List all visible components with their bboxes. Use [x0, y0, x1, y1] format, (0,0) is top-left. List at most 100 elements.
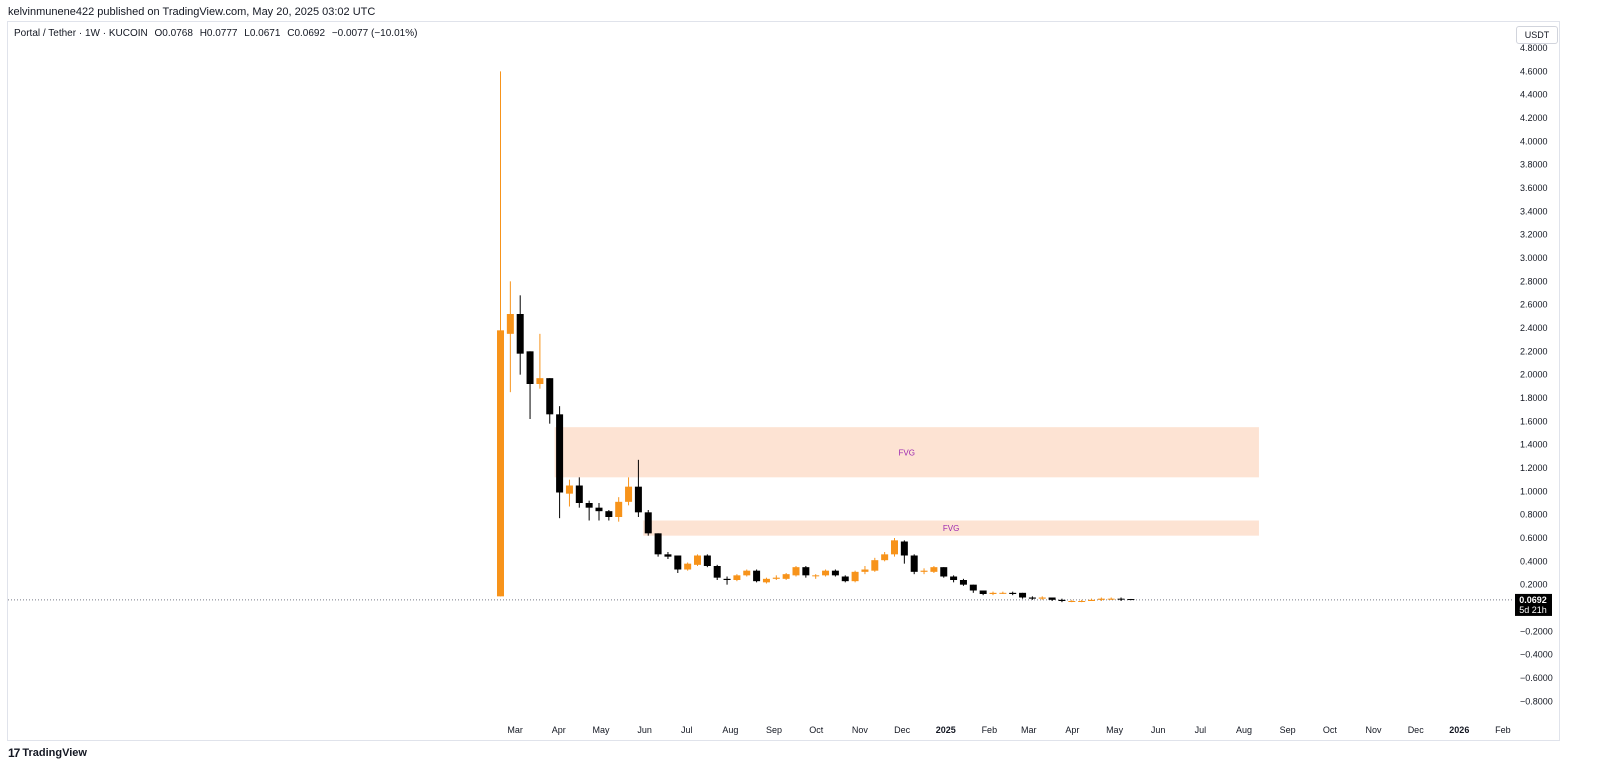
- candle-body[interactable]: [733, 575, 741, 580]
- candle-body[interactable]: [1088, 599, 1095, 601]
- candle-body[interactable]: [812, 575, 820, 577]
- x-tick-label: Aug: [722, 725, 738, 735]
- legend-open: O0.0768: [154, 28, 193, 39]
- candle-body[interactable]: [851, 571, 859, 582]
- y-tick-label: −0.2000: [1520, 626, 1553, 636]
- tradingview-logo-icon: 17: [8, 746, 20, 760]
- y-tick-label: 4.0000: [1520, 136, 1548, 146]
- candle-body[interactable]: [556, 414, 564, 493]
- candle-body[interactable]: [910, 555, 918, 572]
- candle-body[interactable]: [536, 378, 544, 384]
- candle-body[interactable]: [979, 590, 987, 595]
- candle-body[interactable]: [841, 576, 849, 582]
- candle-body[interactable]: [930, 567, 938, 572]
- currency-selector[interactable]: USDT: [1516, 26, 1558, 44]
- y-tick-label: 1.2000: [1520, 463, 1548, 473]
- candle-body[interactable]: [871, 560, 879, 571]
- candle-body[interactable]: [605, 511, 613, 517]
- candle-body[interactable]: [546, 378, 554, 415]
- candle-body[interactable]: [920, 570, 928, 572]
- candle-body[interactable]: [1019, 592, 1027, 598]
- candle-body[interactable]: [1048, 597, 1056, 600]
- candle-body[interactable]: [1097, 598, 1105, 600]
- candle-body[interactable]: [989, 592, 997, 594]
- candle-body[interactable]: [1058, 599, 1066, 601]
- candle-body[interactable]: [1068, 601, 1076, 602]
- candle-body[interactable]: [615, 501, 623, 517]
- candle-body[interactable]: [684, 563, 692, 570]
- x-tick-label: May: [1106, 725, 1124, 735]
- published-line: kelvinmunene422 published on TradingView…: [8, 6, 376, 18]
- candle-body[interactable]: [644, 512, 652, 534]
- candle-body[interactable]: [940, 567, 948, 577]
- y-tick-label: 3.6000: [1520, 183, 1548, 193]
- candle-body[interactable]: [674, 555, 682, 570]
- candle-body[interactable]: [634, 486, 642, 513]
- y-tick-label: 3.0000: [1520, 253, 1548, 263]
- x-tick-label: Jul: [1195, 725, 1207, 735]
- candle-body[interactable]: [772, 577, 780, 579]
- x-tick-label: Feb: [1495, 725, 1511, 735]
- fvg-zone[interactable]: [643, 520, 1259, 536]
- candle-body[interactable]: [822, 570, 830, 576]
- x-tick-label: Apr: [552, 725, 566, 735]
- y-tick-label: 4.8000: [1520, 43, 1548, 53]
- ohlc-legend: Portal / Tether · 1W · KUCOIN O0.0768 H0…: [14, 28, 421, 39]
- candle-body[interactable]: [999, 592, 1007, 594]
- candle-body[interactable]: [585, 503, 593, 508]
- candle-body[interactable]: [1127, 599, 1135, 601]
- candle-body[interactable]: [831, 570, 839, 576]
- fvg-zone[interactable]: [554, 427, 1259, 478]
- candle-body[interactable]: [516, 314, 524, 354]
- candle-body[interactable]: [575, 485, 583, 504]
- candle-body[interactable]: [762, 578, 770, 583]
- x-tick-label: Apr: [1065, 725, 1079, 735]
- candle-body[interactable]: [694, 555, 701, 565]
- legend-symbol[interactable]: Portal / Tether · 1W · KUCOIN: [14, 28, 148, 39]
- candle-body[interactable]: [1028, 597, 1036, 599]
- candle-body[interactable]: [664, 554, 672, 557]
- candle-body[interactable]: [723, 578, 731, 580]
- candle-body[interactable]: [753, 570, 761, 582]
- candle-body[interactable]: [1107, 598, 1115, 600]
- candle-body[interactable]: [1038, 597, 1046, 599]
- candle-body[interactable]: [1078, 601, 1086, 602]
- candle-body[interactable]: [743, 570, 751, 576]
- candle-body[interactable]: [654, 533, 662, 555]
- candle-body[interactable]: [703, 555, 711, 567]
- candle-body[interactable]: [506, 314, 514, 334]
- candle-body[interactable]: [969, 584, 977, 591]
- candle-body[interactable]: [891, 540, 898, 555]
- candle-body[interactable]: [782, 574, 790, 579]
- candle-body[interactable]: [861, 569, 869, 572]
- candle-body[interactable]: [565, 485, 573, 494]
- y-tick-label: 1.0000: [1520, 486, 1548, 496]
- candle-body[interactable]: [792, 567, 800, 576]
- candle-body[interactable]: [497, 330, 504, 597]
- candle-body[interactable]: [526, 351, 534, 384]
- x-tick-label: Aug: [1236, 725, 1252, 735]
- candle-body[interactable]: [713, 566, 721, 578]
- legend-low: L0.0671: [244, 28, 281, 39]
- y-tick-label: 1.4000: [1520, 440, 1548, 450]
- candle-body[interactable]: [881, 554, 889, 561]
- x-tick-label: 2025: [936, 725, 956, 735]
- candle-body[interactable]: [625, 486, 633, 502]
- candle-body[interactable]: [1009, 592, 1017, 594]
- y-tick-label: −0.6000: [1520, 673, 1553, 683]
- x-tick-label: Oct: [809, 725, 824, 735]
- candle-body[interactable]: [595, 507, 603, 512]
- y-tick-label: 2.8000: [1520, 276, 1548, 286]
- x-tick-label: May: [592, 725, 610, 735]
- candle-body[interactable]: [950, 576, 958, 581]
- x-tick-label: Nov: [852, 725, 869, 735]
- chart-frame: [7, 21, 1560, 741]
- fvg-label: FVG: [899, 448, 915, 457]
- candle-body[interactable]: [900, 541, 908, 556]
- y-tick-label: 4.2000: [1520, 113, 1548, 123]
- candle-body[interactable]: [959, 580, 967, 585]
- legend-close: C0.0692: [287, 28, 326, 39]
- candle-body[interactable]: [802, 567, 810, 576]
- candle-body[interactable]: [1117, 598, 1125, 600]
